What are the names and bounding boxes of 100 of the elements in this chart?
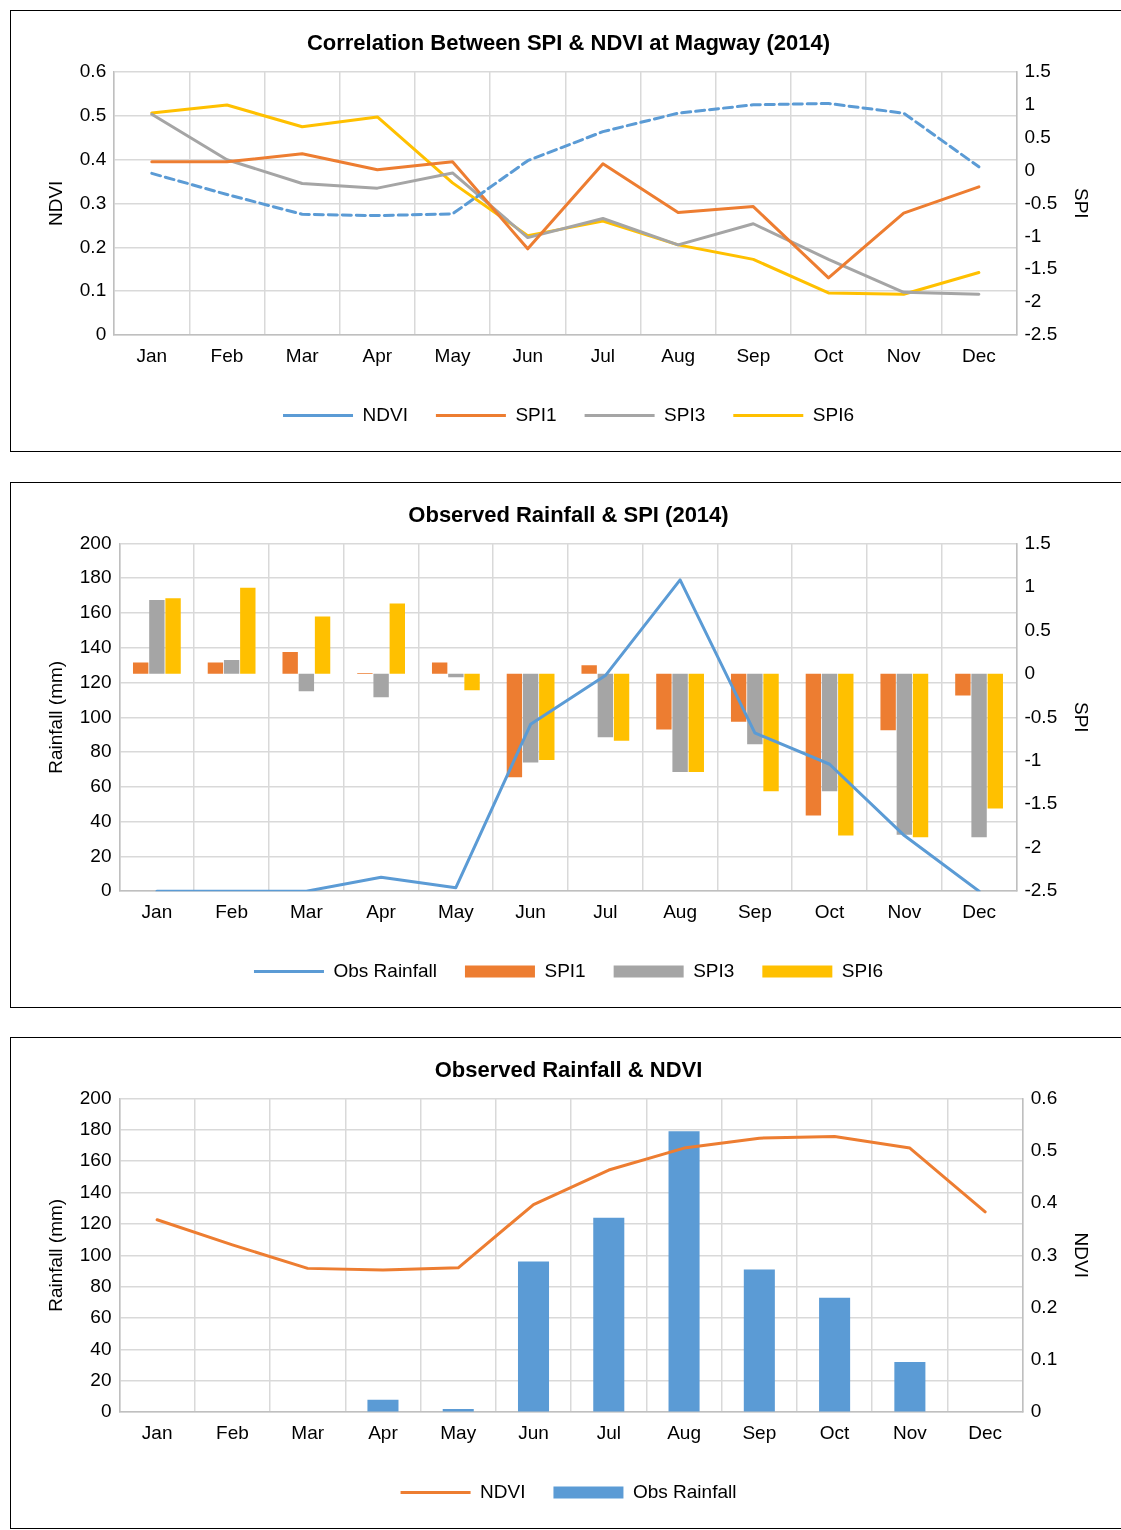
x-tick-label: Oct (814, 900, 846, 922)
x-tick-label: Aug (667, 1421, 701, 1443)
bar (743, 1269, 775, 1412)
bar (597, 673, 614, 738)
y-tick-label: 160 (79, 1149, 112, 1171)
bar (539, 673, 555, 760)
y-axis-title: NDVI (44, 180, 66, 226)
bar (987, 673, 1003, 809)
y-tick-label: 80 (90, 740, 112, 762)
y2-tick-label: -1.5 (1024, 792, 1058, 814)
x-tick-label: Apr (362, 344, 393, 366)
y2-tick-label: -1 (1024, 224, 1042, 246)
y2-tick-label: 0.1 (1030, 1348, 1058, 1370)
y-tick-label: 0.1 (79, 279, 107, 301)
y2-tick-label: 1.5 (1024, 59, 1051, 81)
bar (149, 599, 165, 674)
legend-label: SPI1 (544, 959, 586, 981)
x-tick-label: Mar (285, 344, 320, 366)
y2-tick-label: 1 (1024, 92, 1036, 114)
y2-tick-label: 0.4 (1030, 1191, 1058, 1213)
y-tick-label: 40 (90, 1337, 112, 1359)
y-tick-label: 100 (79, 1243, 112, 1265)
y2-tick-label: 0.6 (1030, 1086, 1058, 1108)
x-tick-label: Jan (136, 344, 168, 366)
y-tick-label: 140 (79, 1180, 112, 1202)
y2-tick-label: -0.5 (1024, 191, 1058, 213)
y2-tick-label: -1 (1024, 749, 1042, 771)
bar (522, 673, 539, 763)
y-tick-label: 60 (90, 1306, 112, 1328)
y-tick-label: 0.4 (79, 147, 107, 169)
bar (506, 673, 523, 778)
y-tick-label: 100 (79, 705, 112, 727)
y-axis-title: Rainfall (mm) (44, 1198, 66, 1312)
x-tick-label: Sep (737, 900, 772, 922)
x-tick-label: Jul (590, 344, 616, 366)
bar (880, 673, 896, 731)
x-tick-label: Mar (291, 1421, 325, 1443)
y2-tick-label: 0 (1024, 662, 1036, 684)
x-tick-label: Apr (366, 900, 397, 922)
legend-label: SPI3 (664, 403, 706, 425)
bar (314, 616, 331, 674)
x-tick-label: Jul (593, 900, 618, 922)
bar (688, 673, 704, 773)
y-tick-label: 0.2 (79, 235, 107, 257)
y2-tick-label: -2.5 (1024, 879, 1058, 901)
y2-tick-label: -2 (1024, 835, 1042, 857)
y-tick-label: 80 (90, 1274, 112, 1296)
bar (240, 587, 256, 674)
bar (207, 662, 224, 674)
x-tick-label: Nov (892, 1421, 928, 1443)
y2-tick-label: 0 (1024, 158, 1036, 180)
x-tick-label: May (437, 900, 475, 922)
bar (165, 598, 181, 674)
y-tick-label: 120 (79, 670, 112, 692)
y-tick-label: 20 (90, 1369, 112, 1391)
bar (819, 1297, 851, 1412)
x-tick-label: Sep (736, 344, 771, 366)
bar (613, 673, 630, 741)
x-tick-label: Apr (368, 1421, 399, 1443)
x-tick-label: Dec (968, 1421, 1003, 1443)
bar (821, 673, 838, 792)
x-tick-label: Feb (215, 900, 248, 922)
bar (894, 1361, 926, 1412)
x-tick-label: Jun (512, 344, 544, 366)
x-tick-label: Aug (661, 344, 696, 366)
y2-axis-title: SPI (1071, 187, 1093, 219)
y-tick-label: 0 (100, 1400, 112, 1422)
legend-label: SPI6 (841, 959, 884, 981)
y2-tick-label: -0.5 (1024, 705, 1058, 727)
bar (672, 673, 688, 773)
legend-label: Obs Rainfall (333, 959, 437, 981)
legend-label: NDVI (480, 1480, 526, 1502)
bar (747, 673, 763, 745)
bar (298, 673, 315, 692)
legend-label: SPI1 (515, 403, 557, 425)
y2-tick-label: 0.5 (1024, 618, 1051, 640)
x-tick-label: Aug (663, 900, 698, 922)
line-series (150, 102, 981, 218)
legend-label: Obs Rainfall (632, 1480, 737, 1502)
x-tick-label: Dec (961, 344, 996, 366)
bar (132, 662, 149, 674)
bar (464, 673, 480, 691)
bar (389, 603, 405, 674)
y-tick-label: 0.6 (79, 59, 107, 81)
x-tick-label: Mar (290, 900, 324, 922)
x-tick-label: Feb (216, 1421, 249, 1443)
bar (838, 673, 854, 836)
y-tick-label: 180 (79, 566, 112, 588)
y-tick-label: 180 (79, 1118, 112, 1140)
y-tick-label: 120 (79, 1212, 112, 1234)
y2-tick-label: 0.3 (1030, 1243, 1058, 1265)
x-tick-label: Oct (819, 1421, 851, 1443)
x-tick-label: Feb (210, 344, 244, 366)
y-tick-label: 0.5 (79, 103, 107, 125)
y-tick-label: 0 (95, 323, 107, 345)
x-tick-label: Jan (141, 900, 173, 922)
bar (763, 673, 779, 792)
y2-tick-label: 0 (1030, 1400, 1042, 1422)
bar (581, 665, 597, 674)
x-tick-label: Jun (515, 900, 546, 922)
